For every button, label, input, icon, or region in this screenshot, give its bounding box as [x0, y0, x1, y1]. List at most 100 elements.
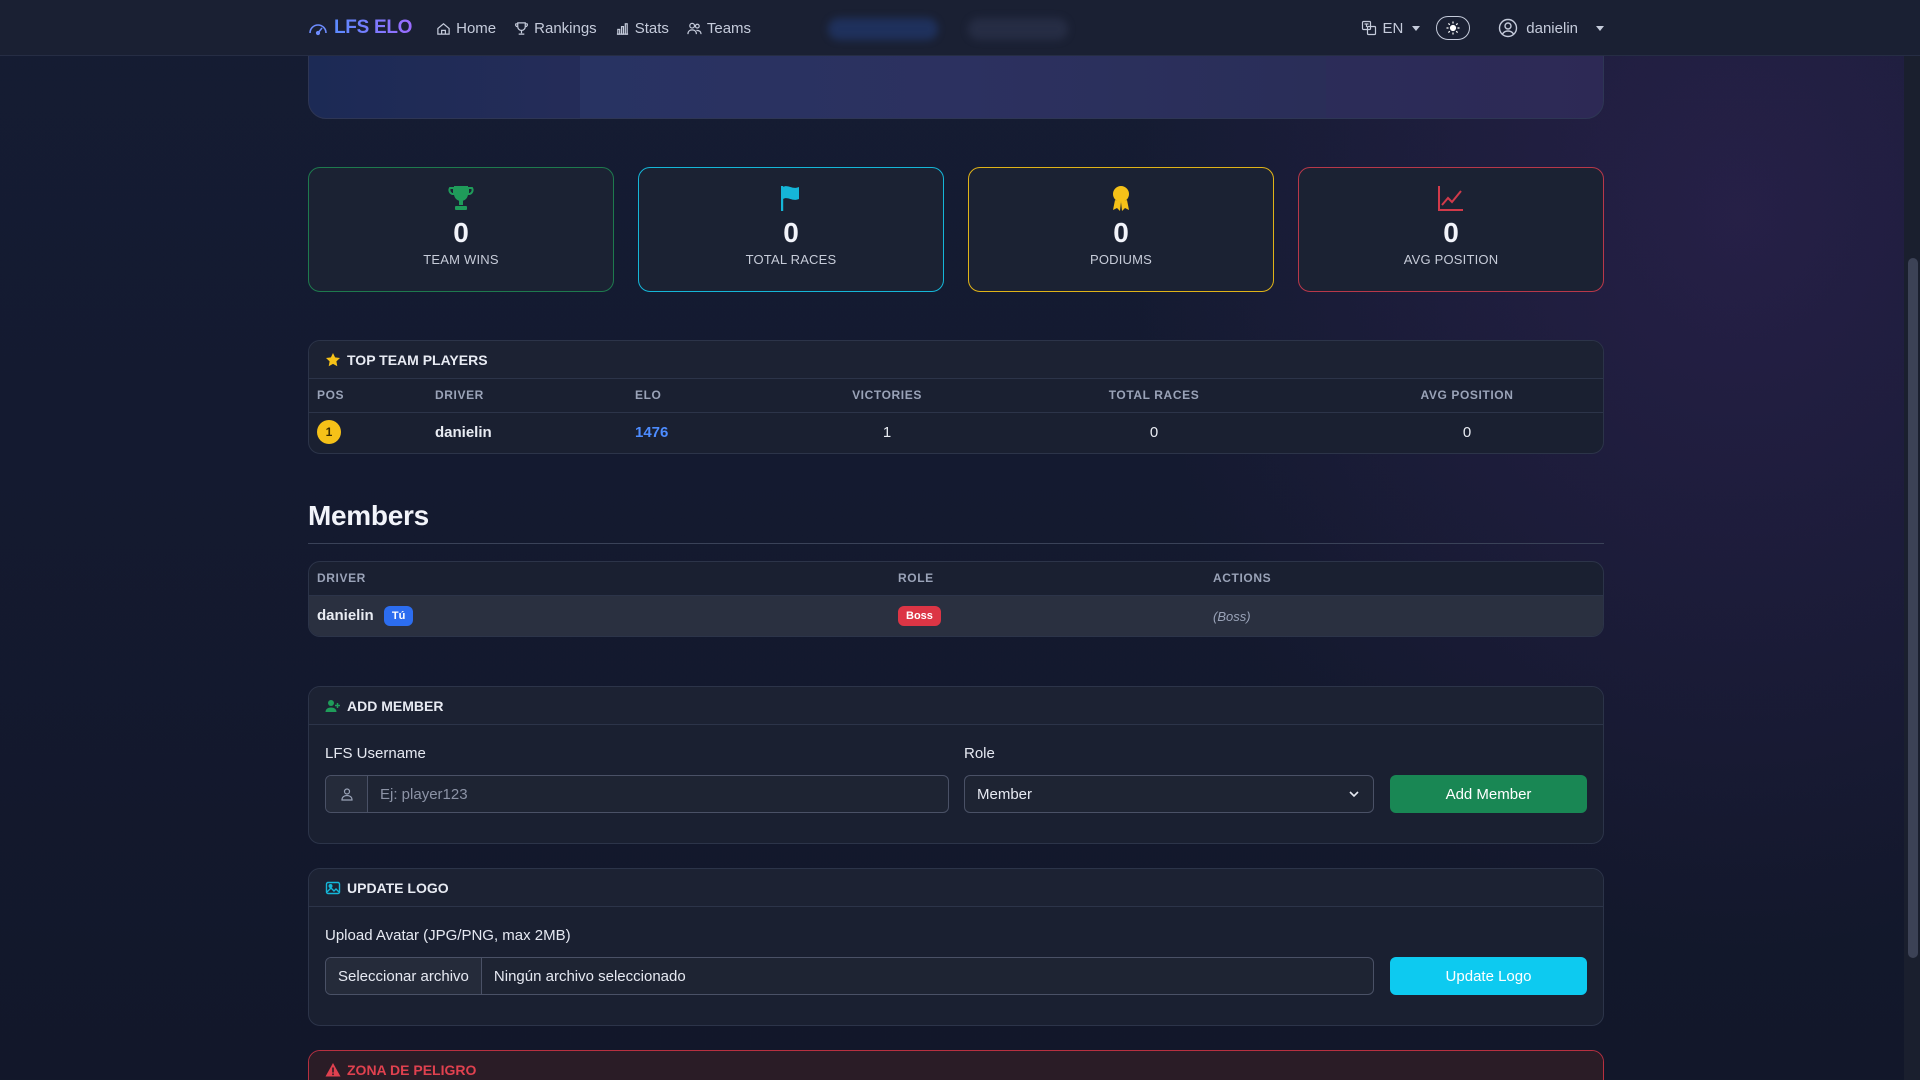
people-icon — [687, 22, 702, 34]
cell-role: Boss — [890, 595, 1205, 636]
add-member-button[interactable]: Add Member — [1390, 775, 1587, 813]
panel-title: UPDATE LOGO — [347, 879, 449, 896]
stat-label: TOTAL RACES — [745, 252, 837, 267]
image-icon — [325, 881, 341, 894]
update-logo-form: Upload Avatar (JPG/PNG, max 2MB) Selecci… — [309, 907, 1603, 995]
cell-driver[interactable]: danielin — [435, 423, 492, 441]
col-avg-position: AVG POSITION — [1331, 379, 1603, 413]
stat-label: PODIUMS — [1089, 252, 1153, 267]
you-badge: Tú — [383, 606, 414, 627]
flag-icon — [775, 182, 807, 214]
username-label: danielin — [1526, 19, 1578, 37]
position-badge: 1 — [317, 420, 341, 445]
cell-victories: 1 — [882, 423, 892, 441]
nav-rankings[interactable]: Rankings — [514, 20, 597, 37]
col-victories: VICTORIES — [797, 379, 977, 413]
stat-label: AVG POSITION — [1403, 252, 1499, 267]
person-icon — [326, 776, 368, 812]
nav-teams-label: Teams — [706, 19, 752, 37]
panel-header: ADD MEMBER — [309, 687, 1603, 725]
nav-home[interactable]: Home — [436, 20, 496, 37]
table-row: danielin Tú Boss (Boss) — [309, 595, 1603, 636]
add-member-panel: ADD MEMBER LFS Username Role Member Add … — [308, 686, 1604, 844]
cell-driver: danielin Tú — [309, 595, 890, 636]
top-players-table: POS DRIVER ELO VICTORIES TOTAL RACES AVG… — [309, 379, 1603, 452]
stat-value: 0 — [1443, 217, 1459, 248]
language-dropdown[interactable]: EN — [1361, 19, 1421, 37]
col-total-races: TOTAL RACES — [977, 379, 1331, 413]
add-member-form: LFS Username Role Member Add Member — [309, 725, 1603, 813]
graph-up-icon — [1435, 182, 1467, 214]
award-icon — [1105, 182, 1137, 214]
members-table: DRIVER ROLE ACTIONS danielin Tú Boss (Bo… — [309, 562, 1603, 636]
upload-label: Upload Avatar (JPG/PNG, max 2MB) — [325, 927, 571, 944]
trophy-icon — [445, 182, 477, 214]
nav-right: EN danielin — [1361, 16, 1604, 40]
stat-value: 0 — [783, 217, 799, 248]
username-label: LFS Username — [325, 745, 426, 762]
table-row: 1 danielin 1476 1 0 0 — [309, 412, 1603, 452]
divider — [308, 543, 1604, 544]
members-heading: Members — [308, 500, 429, 531]
table-header-row: POS DRIVER ELO VICTORIES TOTAL RACES AVG… — [309, 379, 1603, 413]
warning-icon — [325, 1063, 341, 1077]
theme-toggle[interactable] — [1436, 16, 1471, 40]
role-label: Role — [964, 745, 995, 762]
panel-title: ADD MEMBER — [347, 697, 444, 714]
file-status: Ningún archivo seleccionado — [493, 967, 686, 985]
stat-value: 0 — [453, 217, 469, 248]
col-pos: POS — [309, 379, 427, 413]
col-elo: ELO — [627, 379, 797, 413]
role-badge: Boss — [898, 606, 941, 627]
member-name[interactable]: danielin — [317, 607, 374, 625]
sun-icon — [1446, 21, 1460, 35]
panel-header: ZONA DE PELIGRO — [309, 1051, 1603, 1080]
nav-stats[interactable]: Stats — [615, 20, 669, 37]
actions-text: (Boss) — [1213, 608, 1251, 624]
col-actions: ACTIONS — [1205, 562, 1603, 596]
bar-chart-icon — [616, 22, 628, 35]
username-input-group — [325, 775, 949, 813]
blurred-item — [828, 18, 938, 40]
brand-logo[interactable]: LFS ELO — [308, 17, 412, 39]
stat-label: TEAM WINS — [423, 252, 499, 267]
stat-card-total-races: 0 TOTAL RACES — [638, 167, 944, 292]
top-players-panel: TOP TEAM PLAYERS POS DRIVER ELO VICTORIE… — [308, 340, 1604, 454]
trophy-icon — [515, 21, 529, 35]
stat-card-podiums: 0 PODIUMS — [968, 167, 1274, 292]
username-input[interactable] — [368, 776, 948, 812]
role-selected: Member — [977, 785, 1033, 803]
translate-icon — [1362, 20, 1377, 36]
user-circle-icon — [1499, 18, 1518, 38]
blurred-item — [968, 18, 1068, 40]
elo-link[interactable]: 1476 — [635, 423, 669, 441]
cell-elo: 1476 — [627, 412, 797, 452]
cell-avg-position: 0 — [1462, 423, 1472, 441]
col-driver: DRIVER — [427, 379, 627, 413]
choose-file-button[interactable]: Seleccionar archivo — [326, 958, 482, 994]
nav-rankings-label: Rankings — [534, 19, 597, 37]
person-add-icon — [325, 699, 340, 712]
home-icon — [437, 22, 450, 35]
blurred-nav-items — [828, 18, 1068, 40]
panel-header: TOP TEAM PLAYERS — [309, 341, 1603, 379]
role-select[interactable]: Member — [964, 775, 1374, 813]
danger-zone-panel: ZONA DE PELIGRO — [308, 1050, 1604, 1080]
language-label: EN — [1382, 19, 1404, 37]
panel-title: ZONA DE PELIGRO — [347, 1062, 477, 1078]
update-logo-button[interactable]: Update Logo — [1390, 957, 1587, 995]
scrollbar[interactable] — [1904, 0, 1920, 1080]
nav-home-label: Home — [456, 19, 497, 37]
update-logo-panel: UPDATE LOGO Upload Avatar (JPG/PNG, max … — [308, 868, 1604, 1026]
nav-teams[interactable]: Teams — [687, 20, 751, 37]
navbar-inner: LFS ELO Home Rankings Stats Teams — [308, 0, 1604, 56]
cell-total-races: 0 — [1149, 423, 1159, 441]
col-driver: DRIVER — [309, 562, 890, 596]
file-input[interactable]: Seleccionar archivo Ningún archivo selec… — [325, 957, 1374, 995]
nav-links: Home Rankings Stats Teams — [436, 20, 751, 37]
star-icon — [326, 352, 340, 366]
chevron-down-icon — [1349, 791, 1359, 798]
cell-pos: 1 — [309, 412, 427, 452]
scrollbar-thumb[interactable] — [1908, 258, 1918, 958]
user-dropdown[interactable]: danielin — [1498, 18, 1604, 38]
